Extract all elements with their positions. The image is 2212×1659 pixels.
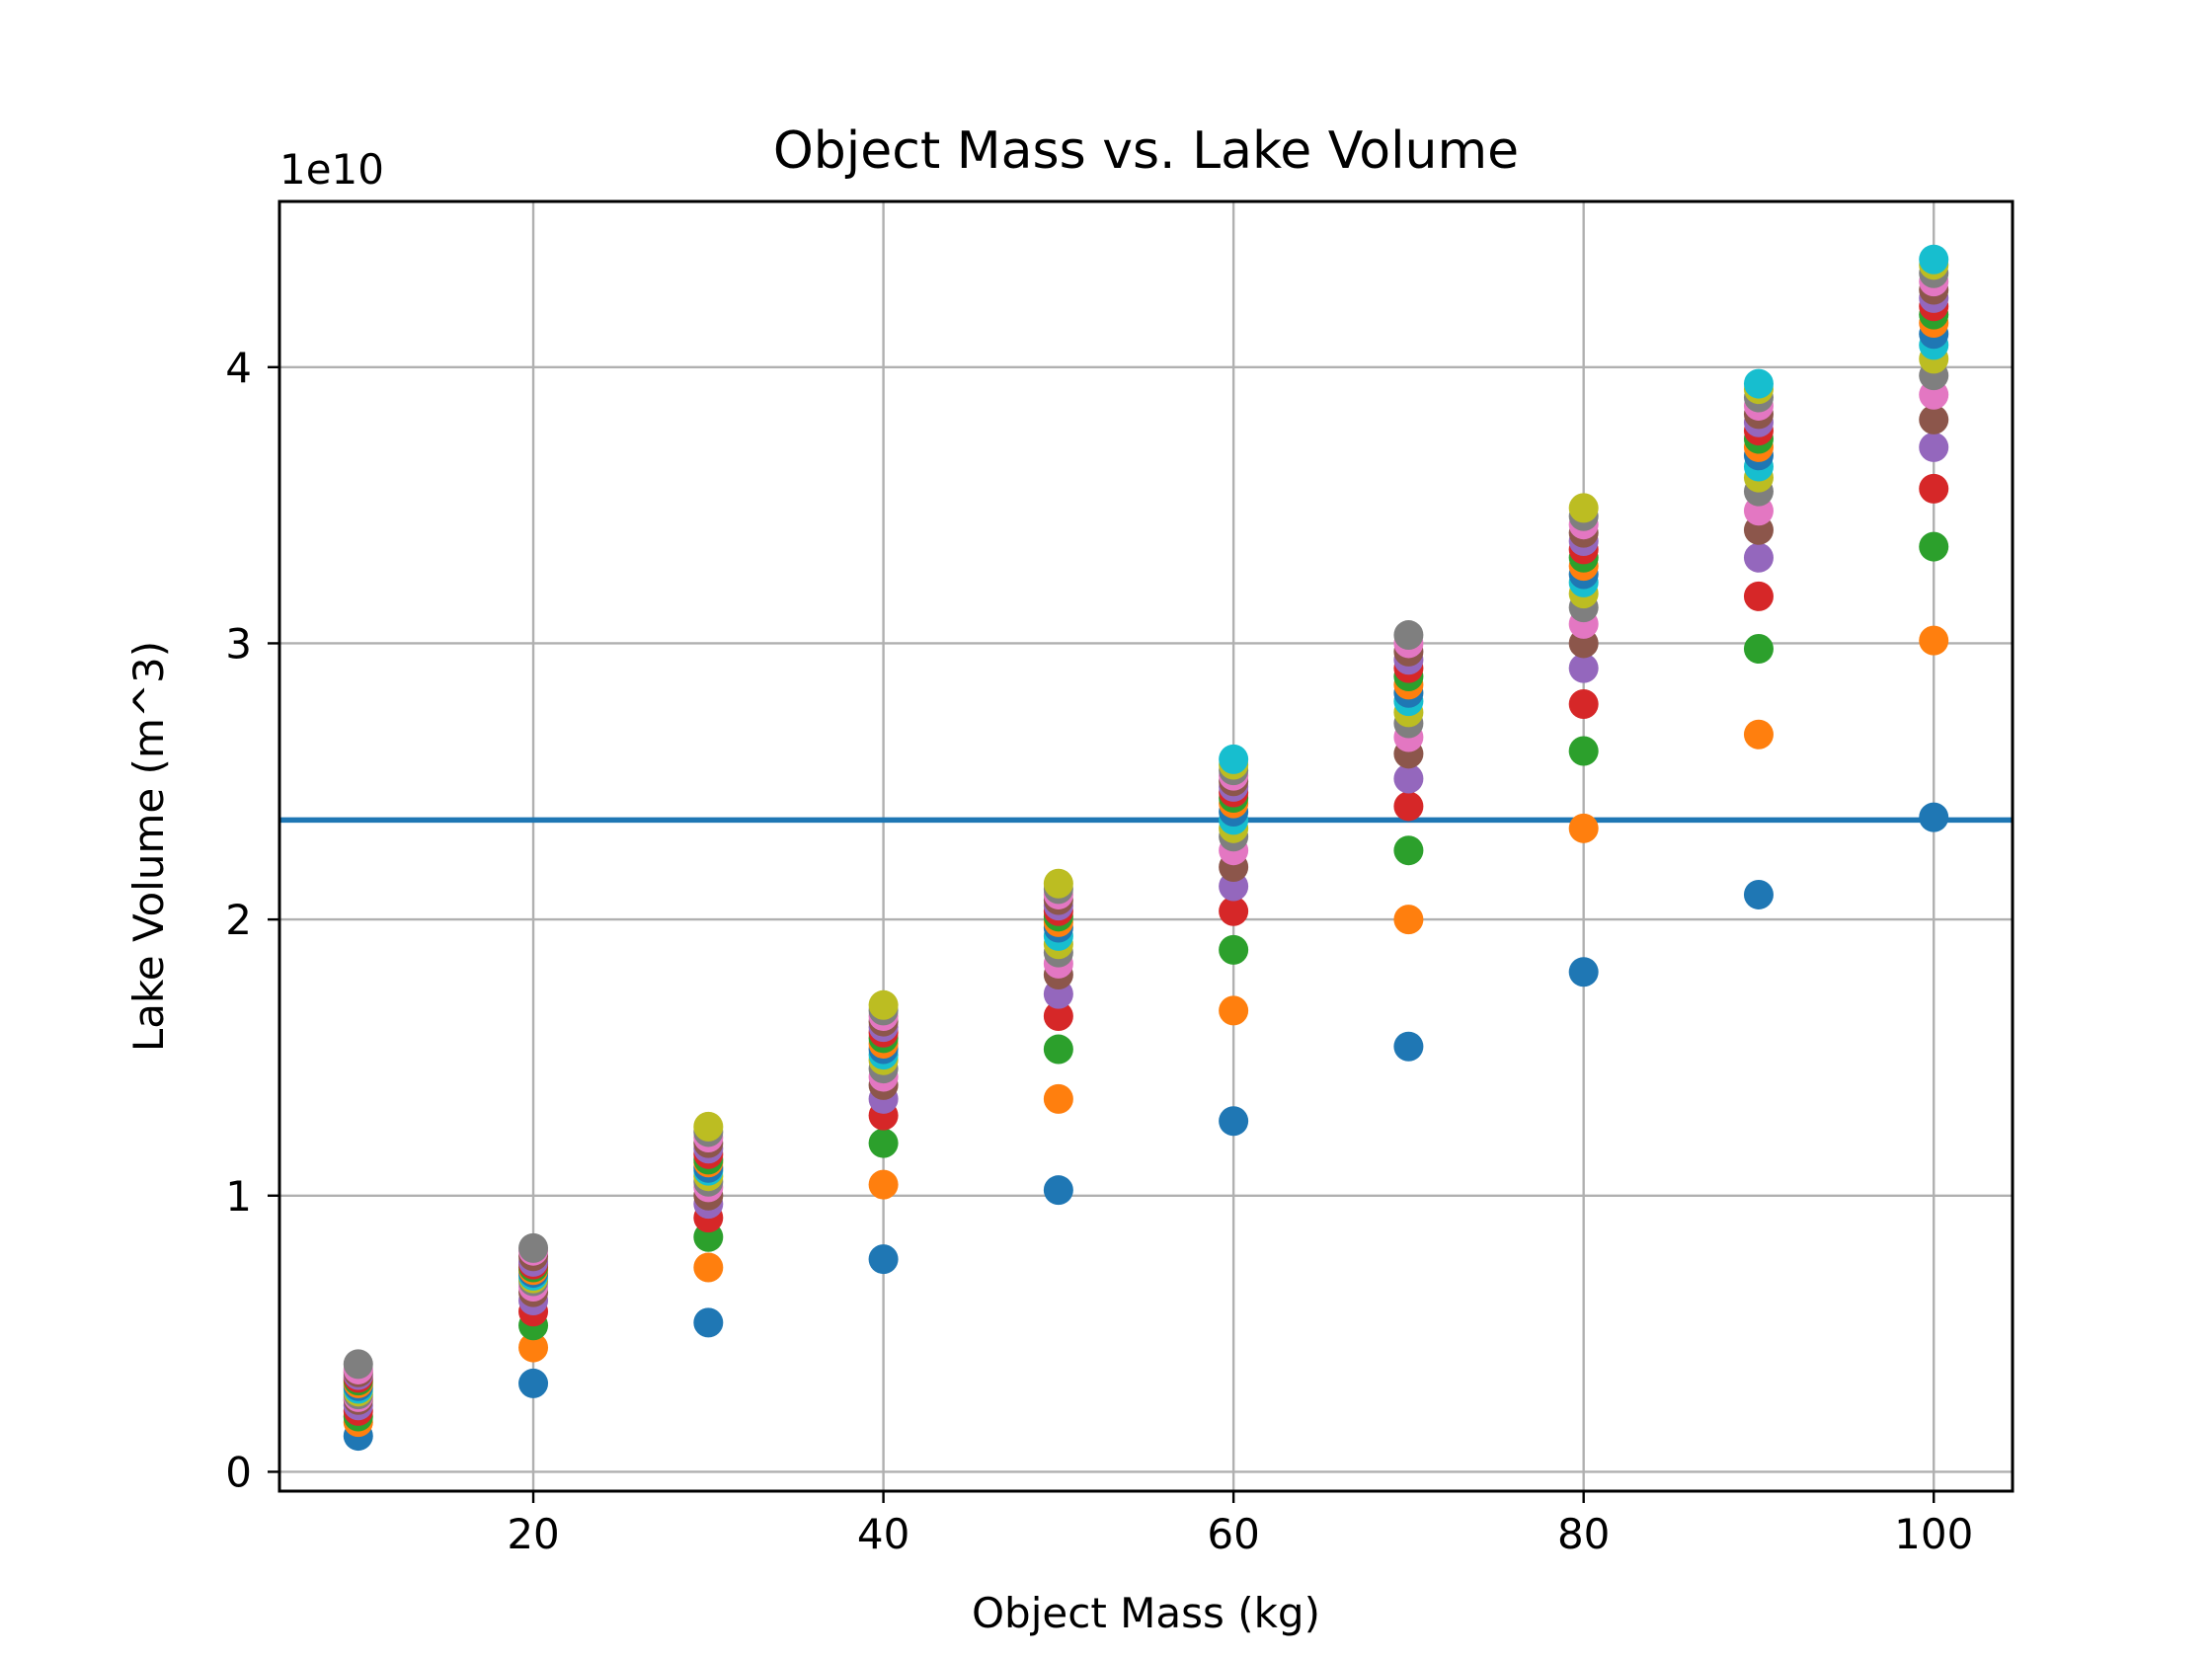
data-point xyxy=(343,1349,373,1380)
data-point xyxy=(868,989,899,1020)
data-point xyxy=(1043,1000,1073,1031)
data-point xyxy=(1043,868,1073,899)
x-tick-label: 20 xyxy=(507,1510,559,1558)
data-point xyxy=(1743,634,1774,665)
data-point xyxy=(1219,995,1249,1026)
data-point xyxy=(1568,688,1599,719)
data-point xyxy=(1919,244,1949,275)
y-axis-offset-label: 1e10 xyxy=(279,145,384,194)
data-point xyxy=(1919,802,1949,832)
data-point xyxy=(1919,473,1949,504)
data-point xyxy=(868,1128,899,1158)
data-point xyxy=(1393,763,1424,794)
data-point xyxy=(1219,744,1249,774)
data-point xyxy=(1043,1175,1073,1206)
data-point xyxy=(1219,934,1249,965)
axis-ticks: 20 40 60 80 100 0 1 2 3 4 xyxy=(225,344,1973,1558)
x-tick-label: 40 xyxy=(857,1510,909,1558)
data-point xyxy=(1393,620,1424,651)
y-tick-label: 0 xyxy=(225,1448,252,1496)
y-tick-label: 4 xyxy=(225,344,252,392)
data-point xyxy=(693,1307,724,1338)
data-point xyxy=(518,1232,549,1263)
data-point xyxy=(1043,1034,1073,1065)
data-point xyxy=(1743,581,1774,611)
data-point xyxy=(868,1169,899,1200)
data-point xyxy=(1393,1031,1424,1062)
data-point xyxy=(1568,957,1599,988)
data-point xyxy=(1219,896,1249,926)
data-point xyxy=(518,1368,549,1398)
data-point xyxy=(1743,719,1774,750)
x-axis-label: Object Mass (kg) xyxy=(972,1589,1320,1637)
data-point xyxy=(1568,493,1599,523)
data-point xyxy=(693,1252,724,1283)
data-point xyxy=(1568,653,1599,683)
y-tick-label: 2 xyxy=(225,896,252,944)
plot-frame xyxy=(277,199,2014,1493)
data-point xyxy=(1743,879,1774,909)
data-point xyxy=(868,1244,899,1275)
data-point xyxy=(1393,791,1424,822)
data-point xyxy=(1568,736,1599,766)
y-tick-label: 3 xyxy=(225,619,252,668)
data-point xyxy=(518,1332,549,1363)
data-points xyxy=(343,244,1949,1452)
data-point xyxy=(1393,835,1424,866)
data-point xyxy=(1919,404,1949,434)
y-tick-label: 1 xyxy=(225,1172,252,1221)
data-point xyxy=(1919,625,1949,656)
x-tick-label: 100 xyxy=(1894,1510,1973,1558)
data-point xyxy=(1568,813,1599,843)
data-point xyxy=(1919,531,1949,562)
data-point xyxy=(1219,1106,1249,1137)
x-tick-label: 80 xyxy=(1557,1510,1610,1558)
data-point xyxy=(1043,1083,1073,1114)
chart-title: Object Mass vs. Lake Volume xyxy=(773,121,1519,181)
data-point xyxy=(1393,905,1424,935)
y-axis-label: Lake Volume (m^3) xyxy=(124,641,173,1052)
data-point xyxy=(1743,542,1774,573)
data-point xyxy=(1919,432,1949,462)
data-point xyxy=(1743,368,1774,399)
grid xyxy=(279,201,2013,1491)
x-tick-label: 60 xyxy=(1207,1510,1259,1558)
data-point xyxy=(693,1111,724,1142)
